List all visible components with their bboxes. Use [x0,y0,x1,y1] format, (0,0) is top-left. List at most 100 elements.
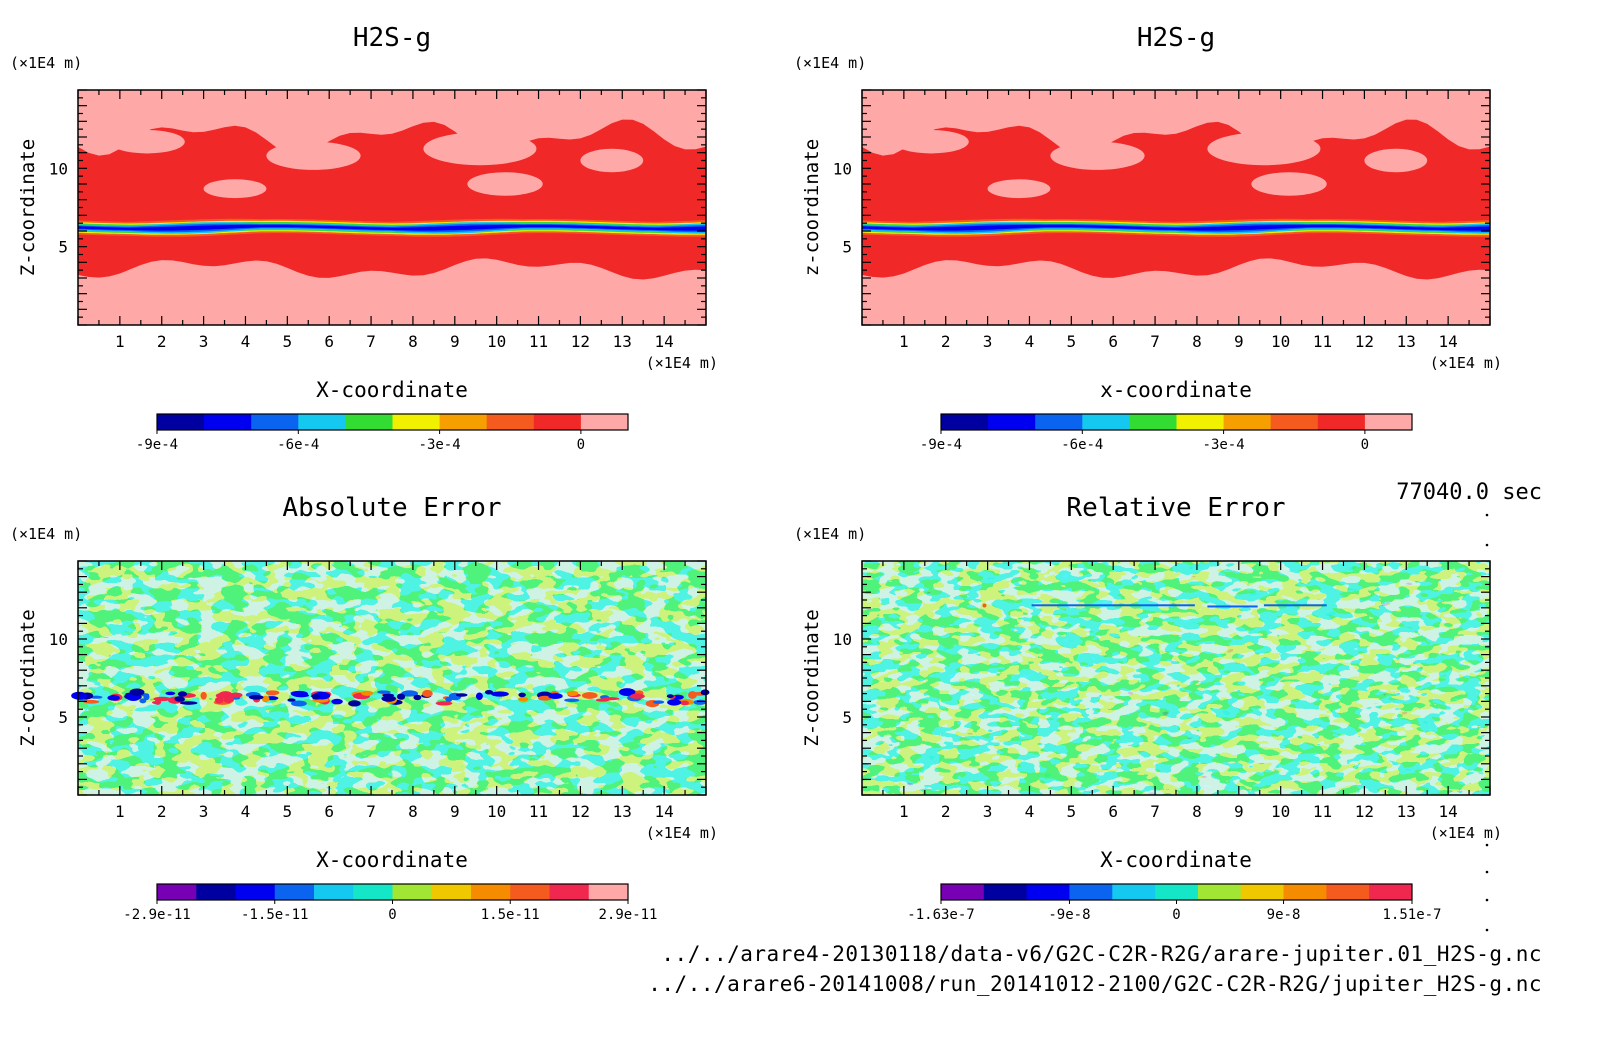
field-patch [467,172,543,196]
field-blob [174,696,185,702]
colorbar-swatch [274,884,315,900]
field-streak [1263,604,1327,607]
colorbar-tick-label: -6e-4 [1061,437,1103,453]
colorbar-swatch [1369,884,1413,900]
x-tick-label: 9 [450,332,460,351]
y-tick-label: 5 [842,708,852,727]
chart-title: H2S-g [353,23,431,53]
x-tick-label: 5 [283,332,293,351]
y-axis-label: Z-coordinate [17,609,39,746]
field-blob [129,688,145,696]
colorbar-tick-label: -9e-4 [920,437,962,453]
x-tick-label: 6 [1108,332,1118,351]
colorbar-swatch [1326,884,1370,900]
x-tick-label: 8 [1192,802,1202,821]
chart-title: Absolute Error [282,493,501,523]
colorbar-swatch [580,414,629,430]
x-tick-label: 11 [1313,332,1332,351]
field-band [78,224,706,231]
field-patch [266,141,361,170]
colorbar-swatch [1240,884,1285,900]
field-noise [862,561,1490,795]
field-blob [566,690,579,696]
x-tick-label: 3 [199,802,209,821]
x-axis-label: X-coordinate [1100,848,1252,872]
colorbar-swatch [204,414,252,430]
x-tick-label: 13 [1397,802,1416,821]
x-tick-label: 14 [655,332,674,351]
y-tick-label: 10 [49,159,68,178]
field-patch [893,129,969,154]
x-tick-label: 1 [115,332,125,351]
field-blob [484,690,494,695]
field-blob [518,692,526,698]
field-blob [538,695,552,701]
colorbar-tick-label: -2.9e-11 [123,907,190,923]
field-blob [153,696,171,702]
x-unit-label: (×1E4 m) [1430,354,1502,372]
edge-dot [1485,898,1489,902]
x-tick-label: 5 [1067,802,1077,821]
colorbar-swatch [941,884,985,900]
colorbar-swatch [1317,414,1366,430]
y-tick-label: 5 [58,238,68,257]
x-tick-label: 1 [115,802,125,821]
colorbar-swatch [1176,414,1225,430]
x-axis-label: x-coordinate [1100,378,1252,402]
y-axis-label: z-coordinate [801,139,823,276]
colorbar-tick-label: -1.5e-11 [241,907,308,923]
y-tick-label: 10 [49,630,68,649]
colorbar-swatch [533,414,582,430]
colorbar-swatch [1082,414,1130,430]
colorbar-tick-label: 0 [388,907,396,923]
colorbar-tick-label: -1.63e-7 [907,907,974,923]
field-patch [1364,148,1428,173]
field-blob [381,695,396,702]
x-tick-label: 2 [157,332,167,351]
colorbar-tick-label: 0 [1172,907,1180,923]
field-blob [491,691,509,697]
field-region [78,119,706,280]
field-blob [595,698,610,702]
field-blob [455,693,468,697]
field-blob [215,696,224,704]
colorbar-tick-label: 9e-8 [1267,907,1301,923]
colorbar-swatch [471,884,511,900]
colorbar-swatch [988,414,1036,430]
field-blob [422,689,433,698]
x-unit-label: (×1E4 m) [1430,824,1502,842]
field-blob [311,694,321,699]
x-tick-label: 3 [983,802,993,821]
x-unit-label: (×1E4 m) [646,824,718,842]
colorbar-swatch [345,414,393,430]
colorbar-swatch [1270,414,1319,430]
y-axis-label: Z-coordinate [17,139,39,276]
field-blob [139,698,147,704]
file-path-2: ../../arare6-20141008/run_20141012-2100/… [648,972,1542,996]
edge-dot [1485,843,1489,847]
y-tick-label: 10 [833,159,852,178]
field-region [862,119,1490,280]
field-streak [1031,604,1195,607]
x-tick-label: 12 [571,802,590,821]
colorbar-swatch [1035,414,1083,430]
x-tick-label: 9 [1234,802,1244,821]
colorbar-swatch [1223,414,1272,430]
field-noise [78,561,706,795]
x-tick-label: 7 [366,802,376,821]
field-blob [223,695,235,704]
x-tick-label: 12 [571,332,590,351]
field-blob [377,690,391,694]
x-tick-label: 4 [1025,332,1035,351]
y-tick-label: 5 [58,708,68,727]
time-label: 77040.0 sec [1396,480,1542,505]
field-blob [548,693,563,699]
x-tick-label: 2 [941,802,951,821]
field-blob [435,701,453,706]
field-patch [203,179,267,199]
colorbar-tick-label: -9e-8 [1048,907,1090,923]
x-tick-label: 14 [1439,332,1458,351]
x-tick-label: 13 [613,802,632,821]
colorbar-swatch [431,884,472,900]
